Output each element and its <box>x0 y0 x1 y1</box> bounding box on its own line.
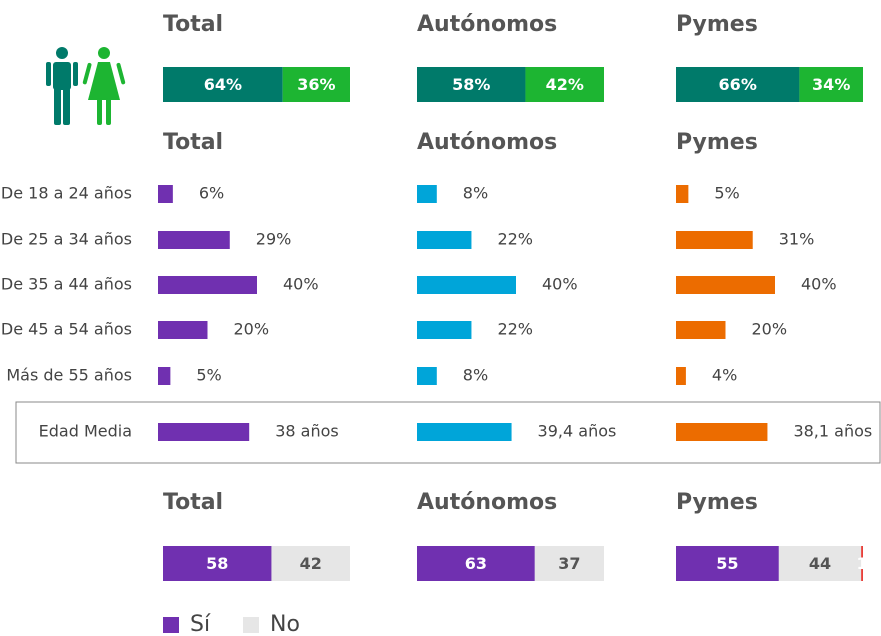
segment-label: 55 <box>716 554 738 573</box>
bar-segment <box>676 67 800 102</box>
category-label: De 18 a 24 años <box>1 184 132 203</box>
value-label: 6% <box>199 184 224 203</box>
value-label: 8% <box>463 184 488 203</box>
bar-segment <box>778 546 862 581</box>
value-label: 22% <box>497 230 533 249</box>
bar-segment <box>534 546 604 581</box>
category-label: De 35 a 44 años <box>1 275 132 294</box>
value-label: 40% <box>542 275 578 294</box>
bar <box>417 276 516 294</box>
panel-title: Autónomos <box>417 12 557 37</box>
panel-title: Autónomos <box>417 130 557 155</box>
bar-segment <box>282 67 350 102</box>
value-label: 8% <box>463 366 488 385</box>
segment-label: 1 <box>856 554 867 573</box>
bar-segment <box>417 67 526 102</box>
panel-title: Autónomos <box>417 490 557 515</box>
segment-label: 36% <box>297 75 335 94</box>
legend-swatch <box>163 617 179 633</box>
category-label: Más de 55 años <box>6 366 132 385</box>
bar-segment <box>799 67 863 102</box>
segment-label: 63 <box>465 554 487 573</box>
bar <box>158 367 171 385</box>
summary-value-label: 38 años <box>275 422 339 441</box>
panel-title: Total <box>163 130 223 155</box>
segment-label: 58 <box>206 554 228 573</box>
panel-title: Pymes <box>676 490 758 515</box>
bar-segment <box>525 67 604 102</box>
segment-label: 34% <box>812 75 850 94</box>
segment-label: 42 <box>300 554 322 573</box>
value-label: 22% <box>497 320 533 339</box>
summary-value-label: 38,1 años <box>793 422 872 441</box>
man-icon <box>46 47 78 125</box>
bar-segment <box>163 546 272 581</box>
bar-segment <box>676 546 779 581</box>
summary-box <box>15 401 881 464</box>
legend-swatch <box>243 617 259 633</box>
segment-label: 42% <box>546 75 584 94</box>
value-label: 31% <box>779 230 815 249</box>
panel-title: Total <box>163 12 223 37</box>
value-label: 4% <box>712 366 737 385</box>
value-label: 5% <box>714 184 739 203</box>
bar <box>417 321 472 339</box>
woman-icon <box>82 47 126 125</box>
segment-label: 64% <box>204 75 242 94</box>
legend-label: Sí <box>190 612 211 636</box>
bar-segment <box>417 546 535 581</box>
bar <box>676 185 689 203</box>
segment-label: 44 <box>809 554 831 573</box>
bar <box>417 367 437 385</box>
bar <box>676 276 775 294</box>
bar <box>417 231 472 249</box>
summary-bar <box>158 423 250 441</box>
summary-bar <box>417 423 512 441</box>
value-label: 40% <box>801 275 837 294</box>
category-label: De 25 a 34 años <box>1 230 132 249</box>
value-label: 40% <box>283 275 319 294</box>
bar-segment <box>163 67 283 102</box>
value-label: 20% <box>752 320 788 339</box>
segment-label: 58% <box>452 75 490 94</box>
value-label: 29% <box>256 230 292 249</box>
bar <box>676 367 686 385</box>
segment-label: 66% <box>719 75 757 94</box>
bar <box>158 276 257 294</box>
summary-bar <box>676 423 768 441</box>
bar <box>158 321 208 339</box>
bar-segment <box>271 546 350 581</box>
panel-title: Pymes <box>676 130 758 155</box>
bar-segment <box>861 546 863 581</box>
category-label: De 45 a 54 años <box>1 320 132 339</box>
bar <box>676 231 753 249</box>
value-label: 20% <box>234 320 270 339</box>
panel-title: Total <box>163 490 223 515</box>
summary-value-label: 39,4 años <box>538 422 617 441</box>
bar <box>417 185 437 203</box>
panel-title: Pymes <box>676 12 758 37</box>
segment-label: 37 <box>558 554 580 573</box>
bar <box>158 231 230 249</box>
value-label: 5% <box>196 366 221 385</box>
legend-label: No <box>270 612 300 636</box>
summary-label: Edad Media <box>39 422 132 441</box>
bar <box>158 185 173 203</box>
bar <box>676 321 726 339</box>
